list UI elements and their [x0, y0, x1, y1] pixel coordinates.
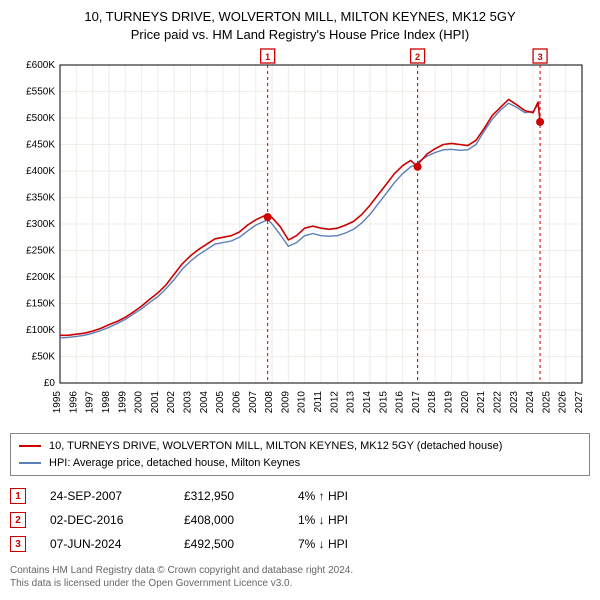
- svg-text:2027: 2027: [574, 391, 585, 414]
- svg-text:£600K: £600K: [26, 60, 55, 71]
- svg-text:2023: 2023: [509, 391, 520, 414]
- svg-text:2022: 2022: [492, 391, 503, 414]
- legend-item: HPI: Average price, detached house, Milt…: [19, 455, 581, 472]
- event-row: 2 02-DEC-2016 £408,000 1% ↓ HPI: [10, 508, 590, 532]
- event-row: 1 24-SEP-2007 £312,950 4% ↑ HPI: [10, 484, 590, 508]
- event-badge: 1: [10, 488, 26, 504]
- svg-text:2015: 2015: [378, 391, 389, 414]
- svg-text:£150K: £150K: [26, 299, 55, 310]
- svg-text:2020: 2020: [460, 391, 471, 414]
- svg-text:2011: 2011: [313, 391, 324, 413]
- svg-text:2004: 2004: [199, 391, 210, 414]
- event-row: 3 07-JUN-2024 £492,500 7% ↓ HPI: [10, 532, 590, 556]
- svg-text:£450K: £450K: [26, 140, 55, 151]
- svg-text:2005: 2005: [215, 391, 226, 414]
- event-date: 24-SEP-2007: [50, 489, 160, 503]
- event-badge: 3: [10, 536, 26, 552]
- svg-text:£50K: £50K: [32, 352, 56, 363]
- event-hpi-delta: 7% ↓ HPI: [298, 537, 348, 551]
- svg-text:1996: 1996: [68, 391, 79, 414]
- svg-text:2000: 2000: [134, 391, 145, 414]
- svg-text:2013: 2013: [346, 391, 357, 414]
- legend-label: HPI: Average price, detached house, Milt…: [49, 455, 300, 472]
- svg-text:2017: 2017: [411, 391, 422, 414]
- event-price: £408,000: [184, 513, 274, 527]
- svg-text:£250K: £250K: [26, 246, 55, 257]
- svg-text:2025: 2025: [541, 391, 552, 414]
- svg-text:2: 2: [415, 52, 420, 62]
- svg-text:£350K: £350K: [26, 193, 55, 204]
- svg-text:2001: 2001: [150, 391, 161, 414]
- svg-text:2016: 2016: [395, 391, 406, 414]
- svg-text:2014: 2014: [362, 391, 373, 414]
- event-price: £312,950: [184, 489, 274, 503]
- svg-text:2003: 2003: [183, 391, 194, 414]
- title-line-1: 10, TURNEYS DRIVE, WOLVERTON MILL, MILTO…: [10, 8, 590, 26]
- svg-text:1997: 1997: [85, 391, 96, 414]
- attribution-footer: Contains HM Land Registry data © Crown c…: [10, 564, 590, 590]
- svg-text:1998: 1998: [101, 391, 112, 414]
- footer-line-2: This data is licensed under the Open Gov…: [10, 577, 590, 590]
- chart-svg: £0 £50K £100K £150K £200K £250K £300K £350K £400…: [10, 47, 590, 427]
- events-table: 1 24-SEP-2007 £312,950 4% ↑ HPI 2 02-DEC-2016…: [10, 484, 590, 556]
- title-line-2: Price paid vs. HM Land Registry's House …: [10, 26, 590, 44]
- svg-text:£100K: £100K: [26, 325, 55, 336]
- svg-text:3: 3: [538, 52, 543, 62]
- svg-text:2018: 2018: [427, 391, 438, 414]
- svg-text:1995: 1995: [52, 391, 63, 414]
- legend-label: 10, TURNEYS DRIVE, WOLVERTON MILL, MILTO…: [49, 438, 502, 455]
- svg-text:1: 1: [265, 52, 270, 62]
- event-hpi-delta: 1% ↓ HPI: [298, 513, 348, 527]
- event-date: 02-DEC-2016: [50, 513, 160, 527]
- svg-text:2009: 2009: [280, 391, 291, 414]
- svg-text:1999: 1999: [117, 391, 128, 414]
- svg-text:2008: 2008: [264, 391, 275, 414]
- legend: 10, TURNEYS DRIVE, WOLVERTON MILL, MILTO…: [10, 433, 590, 476]
- svg-text:2006: 2006: [231, 391, 242, 414]
- svg-text:2007: 2007: [248, 391, 259, 414]
- svg-text:£200K: £200K: [26, 272, 55, 283]
- event-hpi-delta: 4% ↑ HPI: [298, 489, 348, 503]
- svg-text:£300K: £300K: [26, 219, 55, 230]
- event-price: £492,500: [184, 537, 274, 551]
- event-badge: 2: [10, 512, 26, 528]
- svg-text:2002: 2002: [166, 391, 177, 414]
- svg-text:2026: 2026: [558, 391, 569, 414]
- svg-text:2012: 2012: [329, 391, 340, 414]
- svg-text:£0: £0: [44, 378, 56, 389]
- svg-text:2019: 2019: [444, 391, 455, 414]
- legend-item: 10, TURNEYS DRIVE, WOLVERTON MILL, MILTO…: [19, 438, 581, 455]
- svg-text:£400K: £400K: [26, 166, 55, 177]
- svg-text:£500K: £500K: [26, 113, 55, 124]
- svg-text:2021: 2021: [476, 391, 487, 414]
- footer-line-1: Contains HM Land Registry data © Crown c…: [10, 564, 590, 577]
- legend-swatch: [19, 445, 41, 447]
- line-chart: £0 £50K £100K £150K £200K £250K £300K £350K £400…: [10, 47, 590, 427]
- event-date: 07-JUN-2024: [50, 537, 160, 551]
- svg-text:2010: 2010: [297, 391, 308, 414]
- legend-swatch: [19, 462, 41, 464]
- svg-text:£550K: £550K: [26, 87, 55, 98]
- chart-title: 10, TURNEYS DRIVE, WOLVERTON MILL, MILTO…: [10, 8, 590, 43]
- svg-text:2024: 2024: [525, 391, 536, 414]
